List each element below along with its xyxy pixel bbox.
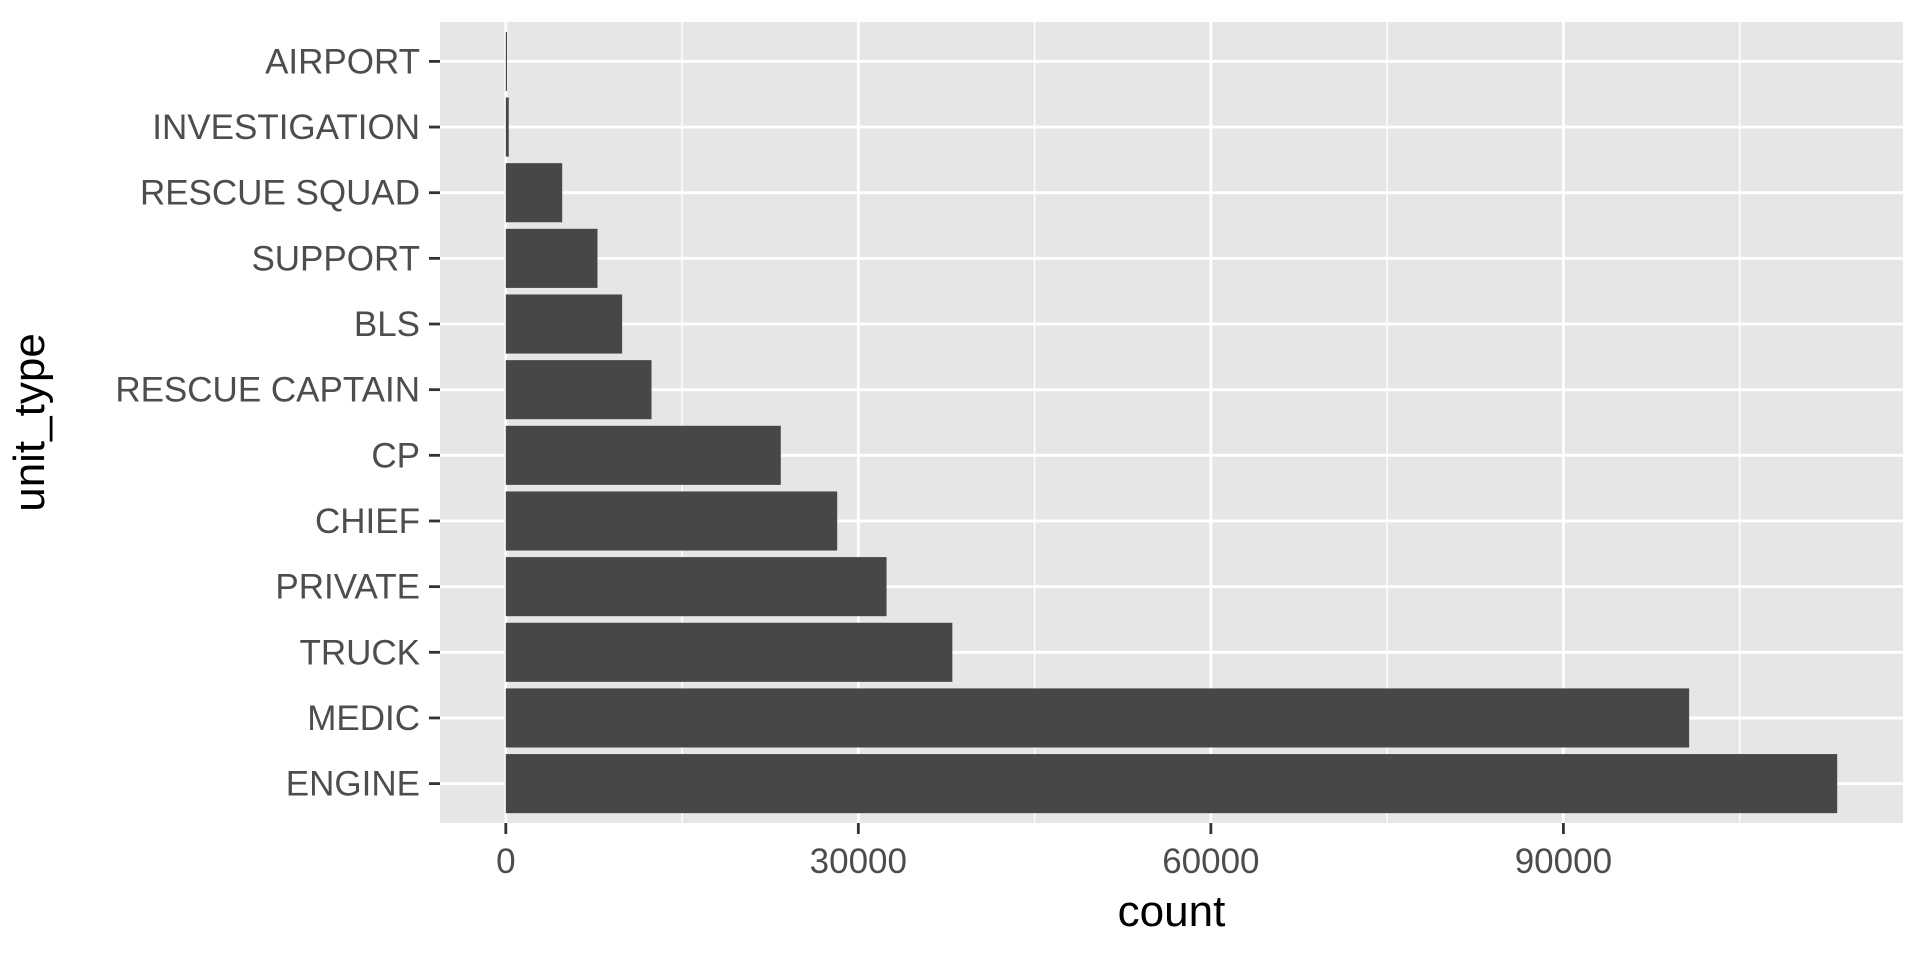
y-tick-label: RESCUE SQUAD xyxy=(140,174,420,213)
y-tick-label: CP xyxy=(371,436,420,475)
y-axis-title: unit_type xyxy=(5,333,54,512)
y-tick-label: ENGINE xyxy=(286,765,420,804)
x-tick-label: 0 xyxy=(496,842,515,881)
bar-private xyxy=(505,557,887,617)
bar-engine xyxy=(505,754,1838,814)
bar-support xyxy=(505,228,598,288)
bar-investigation xyxy=(505,97,509,157)
bar-airport xyxy=(505,31,508,91)
y-tick-label: PRIVATE xyxy=(275,568,420,607)
x-tick-label: 60000 xyxy=(1162,842,1259,881)
bar-cp xyxy=(505,425,781,485)
bar-truck xyxy=(505,622,953,682)
bar-rescue-squad xyxy=(505,163,563,223)
y-axis: AIRPORT INVESTIGATION RESCUE SQUAD SUPPORT B… xyxy=(115,42,440,804)
y-tick-label: AIRPORT xyxy=(265,42,420,81)
bar-bls xyxy=(505,294,623,354)
y-tick-label: BLS xyxy=(354,305,420,344)
bar-chief xyxy=(505,491,838,551)
y-tick-label: TRUCK xyxy=(299,633,420,672)
bars xyxy=(505,31,1838,814)
x-tick-label: 90000 xyxy=(1515,842,1612,881)
bar-rescue-captain xyxy=(505,360,652,420)
y-tick-label: INVESTIGATION xyxy=(152,108,420,147)
y-tick-label: MEDIC xyxy=(307,699,420,738)
y-tick-label: SUPPORT xyxy=(251,239,420,278)
x-axis-title: count xyxy=(1118,887,1226,936)
bar-medic xyxy=(505,688,1690,748)
x-axis: 0 30000 60000 90000 xyxy=(496,823,1612,881)
y-tick-label: CHIEF xyxy=(315,502,420,541)
x-tick-label: 30000 xyxy=(810,842,907,881)
y-tick-label: RESCUE CAPTAIN xyxy=(115,371,420,410)
